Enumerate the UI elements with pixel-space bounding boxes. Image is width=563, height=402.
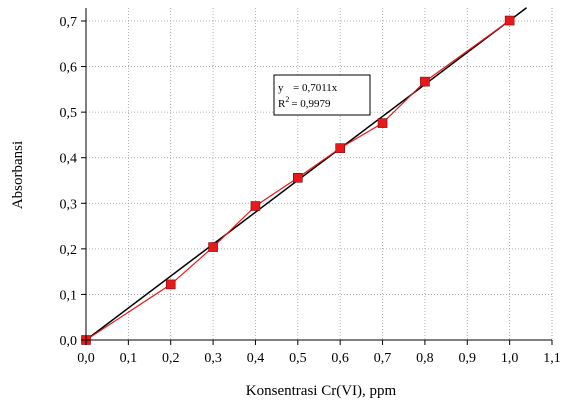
data-point-marker <box>377 118 388 128</box>
fit-line-group <box>85 7 528 341</box>
x-tick-label: 0,0 <box>77 351 95 366</box>
r-squared-value: = 0,9979 <box>291 98 331 110</box>
equation-box-border <box>273 74 371 116</box>
y-tick-label: 0,2 <box>60 243 78 258</box>
y-axis-title: Absorbansi <box>10 141 26 209</box>
equation-slope-value: = 0,7011x <box>293 82 338 94</box>
ticks-group: 0,0 0,1 0,2 0,3 0,4 0,5 0,6 0,7 0,8 0,9 1,0 1,1 0,0 0… <box>60 15 561 366</box>
y-tick-label: 0,7 <box>60 15 78 30</box>
data-point-marker <box>250 201 261 211</box>
x-tick-label: 1,1 <box>543 351 561 366</box>
data-point-marker <box>208 242 218 252</box>
y-tick-label: 0,0 <box>60 334 78 349</box>
x-tick-label: 1,0 <box>501 351 519 366</box>
y-tick-label: 0,4 <box>60 152 78 167</box>
x-tick-label: 0,9 <box>459 351 477 366</box>
x-tick-label: 0,2 <box>162 351 180 366</box>
r-squared-label: R2 = 0,9979 <box>278 95 331 110</box>
equation-y-label: y <box>278 82 284 94</box>
data-point-marker <box>504 15 515 26</box>
y-tick-label: 0,6 <box>60 61 78 76</box>
data-point-marker <box>335 143 345 153</box>
data-point-marker <box>165 279 176 290</box>
y-tick-label: 0,3 <box>60 197 78 212</box>
data-point-marker <box>420 76 430 87</box>
x-tick-label: 0,6 <box>331 351 349 366</box>
x-tick-label: 0,1 <box>120 351 138 366</box>
regression-equation-box: y = 0,7011x R2 = 0,9979 <box>273 74 371 116</box>
x-tick-label: 0,8 <box>416 351 434 366</box>
x-tick-label: 0,3 <box>204 351 222 366</box>
x-axis-title: Konsentrasi Cr(VI), ppm <box>246 383 397 399</box>
y-tick-label: 0,5 <box>60 106 78 121</box>
r-squared-superscript: 2 <box>285 95 289 104</box>
r-squared-letter: R <box>278 98 286 110</box>
regression-line <box>85 7 528 341</box>
axes-group <box>85 8 552 341</box>
x-tick-label: 0,4 <box>247 351 265 366</box>
x-tick-label: 0,5 <box>289 351 307 366</box>
grid-lines <box>86 8 553 340</box>
x-tick-label: 0,7 <box>374 351 392 366</box>
data-series-group <box>81 15 515 345</box>
y-tick-label: 0,1 <box>60 288 78 303</box>
data-point-marker <box>293 172 303 183</box>
